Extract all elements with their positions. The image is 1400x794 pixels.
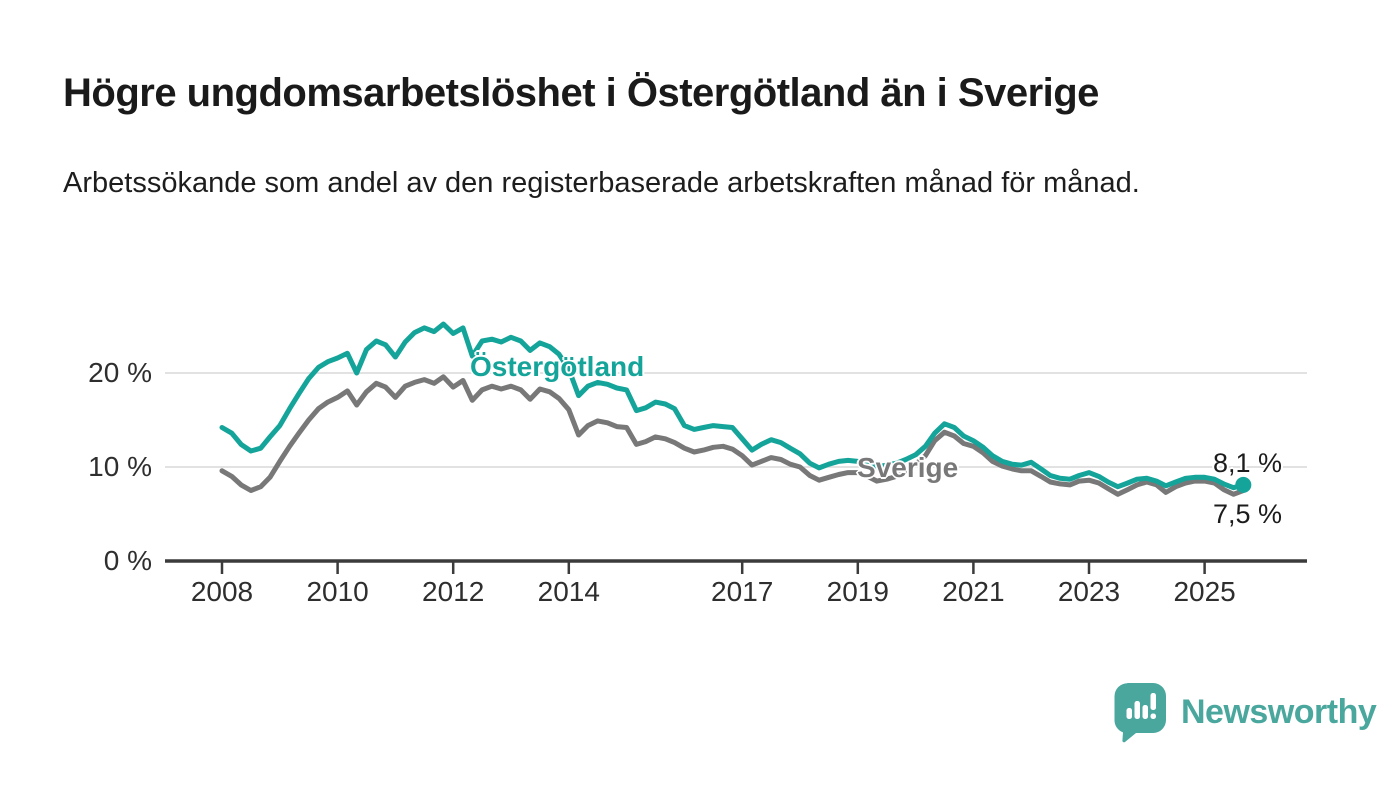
x-tick-label: 2025 (1173, 576, 1235, 607)
x-tick-label: 2019 (827, 576, 889, 607)
line-end-dot (1235, 476, 1252, 493)
series-label-ostergotland: Östergötland (470, 351, 645, 382)
newsworthy-logo: Newsworthy (1112, 681, 1377, 743)
chart-subtitle: Arbetssökande som andel av den registerb… (63, 167, 1140, 199)
x-tick-label: 2008 (191, 576, 253, 607)
logo-text: Newsworthy (1181, 693, 1377, 731)
x-tick-label: 2010 (306, 576, 368, 607)
x-tick-label: 2023 (1058, 576, 1120, 607)
bar-chart-speech-bubble-icon (1114, 683, 1166, 743)
x-tick-label: 2014 (538, 576, 600, 607)
x-tick-label: 2017 (711, 576, 773, 607)
page-title: Högre ungdomsarbetslöshet i Östergötland… (63, 71, 1099, 115)
end-value-label-sverige: 7,5 % (1213, 499, 1283, 529)
y-tick-label: 10 % (88, 451, 152, 482)
y-tick-label: 20 % (88, 357, 152, 388)
x-tick-label: 2012 (422, 576, 484, 607)
end-value-label-ostergotland: 8,1 % (1213, 448, 1283, 478)
line-östergötland (219, 321, 1246, 491)
y-tick-label: 0 % (104, 545, 152, 576)
x-tick-label: 2021 (942, 576, 1004, 607)
line-sverige (219, 374, 1246, 497)
series-label-sverige: Sverige (857, 452, 959, 483)
